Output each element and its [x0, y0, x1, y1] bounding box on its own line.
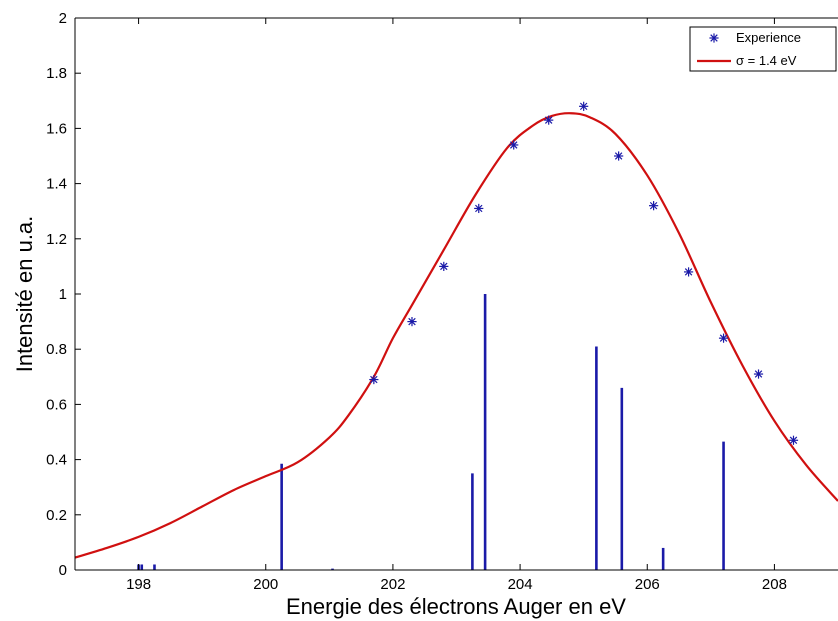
y-tick-label: 0.8: [46, 341, 67, 358]
legend-marker-experience: [709, 33, 719, 43]
data-point: [369, 374, 379, 385]
y-tick-label: 0.2: [46, 507, 67, 524]
y-tick-label: 2: [59, 10, 67, 27]
y-tick-label: 1.6: [46, 120, 67, 137]
x-tick-label: 208: [762, 576, 787, 593]
x-tick-label: 198: [126, 576, 151, 593]
series-line-sigma: [74, 112, 838, 559]
data-point: [753, 369, 764, 379]
x-tick-label: 200: [253, 576, 278, 593]
data-point: [683, 267, 694, 277]
x-tick-label: 204: [508, 576, 533, 593]
y-tick-label: 1.2: [46, 231, 67, 248]
y-tick-label: 1: [59, 286, 67, 303]
y-tick-label: 0: [59, 562, 67, 579]
y-tick-label: 1.4: [46, 176, 67, 193]
series-scatter-experience: [369, 101, 799, 445]
x-axis-ticks: 198 200 202 204 206 208: [126, 18, 787, 593]
data-point: [509, 140, 519, 150]
data-point: [579, 101, 589, 111]
legend-asterisk: [709, 33, 719, 43]
x-axis-label: Energie des électrons Auger en eV: [286, 594, 626, 619]
data-point: [614, 151, 624, 161]
data-point: [407, 317, 417, 327]
stick-spectrum: [137, 294, 725, 570]
y-tick-label: 0.4: [46, 452, 67, 469]
legend: Experience σ = 1.4 eV: [689, 26, 837, 72]
data-point: [439, 261, 449, 271]
legend-label-experience: Experience: [736, 30, 801, 45]
data-point: [718, 333, 729, 343]
y-axis-label: Intensité en u.a.: [12, 216, 37, 373]
plot-background: [75, 18, 838, 570]
data-point: [788, 435, 799, 445]
legend-label-sigma: σ = 1.4 eV: [736, 53, 797, 68]
x-tick-label: 202: [380, 576, 405, 593]
y-axis-ticks: 0 0.2 0.4 0.6 0.8 1 1.2 1.4 1.6 1.8 2: [46, 10, 81, 579]
y-tick-label: 0.6: [46, 396, 67, 413]
x-tick-label: 206: [635, 576, 660, 593]
data-point: [649, 201, 659, 211]
data-point: [544, 115, 554, 125]
y-tick-label: 1.8: [46, 65, 67, 82]
data-point: [474, 203, 484, 214]
